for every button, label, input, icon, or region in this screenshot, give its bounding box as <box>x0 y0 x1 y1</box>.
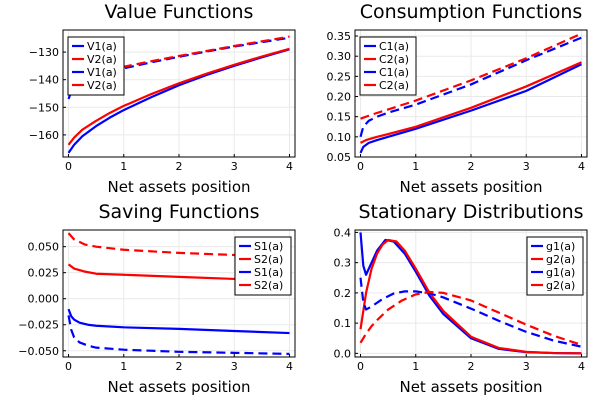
panel-title: Stationary Distributions <box>358 201 583 223</box>
y-tick-label: 0.25 <box>327 70 352 83</box>
y-tick-label: −0.025 <box>18 319 59 332</box>
legend-entry-label: C1(a) <box>379 40 409 53</box>
series-line-v2a <box>67 47 290 146</box>
y-tick-label: 0.2 <box>334 287 352 300</box>
y-tick-label: −160 <box>29 129 59 142</box>
y-tick-label: −0.050 <box>18 345 59 358</box>
y-tick-label: −140 <box>29 74 59 87</box>
x-tick-label: 1 <box>120 360 127 373</box>
series-line-s2a-dashed <box>67 232 290 258</box>
legend-entry-label: g2(a) <box>546 279 575 292</box>
x-tick-label: 3 <box>231 160 238 173</box>
y-tick-label: 0.05 <box>327 151 352 164</box>
legend-entry-label: g1(a) <box>546 266 575 279</box>
legend-entry-label: V1(a) <box>87 40 117 53</box>
panel-stationary-distributions: Stationary Distributions Net assets posi… <box>334 201 588 396</box>
x-axis-label: Net assets position <box>399 178 542 196</box>
x-tick-label: 2 <box>176 360 183 373</box>
y-tick-label: 0.15 <box>327 111 352 124</box>
legend: S1(a)S2(a)S1(a)S2(a) <box>234 236 292 296</box>
series-line-s1a-dashed <box>67 315 290 355</box>
series-line-g2a <box>359 238 582 355</box>
y-tick-label: −130 <box>29 46 59 59</box>
x-tick-label: 1 <box>412 360 419 373</box>
y-tick-label: 0.4 <box>334 226 352 239</box>
x-tick-label: 3 <box>523 360 530 373</box>
legend-entry-label: V2(a) <box>87 79 117 92</box>
legend-entry-label: C1(a) <box>379 66 409 79</box>
x-tick-label: 3 <box>231 360 238 373</box>
x-tick-label: 4 <box>286 360 293 373</box>
y-tick-label: 0.30 <box>327 50 352 63</box>
x-tick-label: 4 <box>286 160 293 173</box>
series-line-s2a <box>67 263 290 283</box>
legend-entry-label: V1(a) <box>87 66 117 79</box>
y-tick-label: 0.1 <box>334 317 352 330</box>
series-line-c2a <box>360 61 582 144</box>
y-tick-label: 0.050 <box>28 241 60 254</box>
y-tick-label: −150 <box>29 101 59 114</box>
x-tick-label: 0 <box>65 160 72 173</box>
legend: V1(a)V2(a)V1(a)V2(a) <box>67 36 125 96</box>
y-tick-label: 0.025 <box>28 267 60 280</box>
panel-consumption-functions: Consumption Functions Net assets positio… <box>327 1 588 196</box>
legend: C1(a)C2(a)C1(a)C2(a) <box>359 36 417 96</box>
panel-title: Consumption Functions <box>360 1 583 23</box>
y-tick-label: 0.20 <box>327 91 352 104</box>
legend-entry-label: S1(a) <box>254 266 283 279</box>
series-line-c2a-dashed <box>360 32 582 120</box>
x-tick-label: 4 <box>578 360 585 373</box>
x-tick-label: 2 <box>468 160 475 173</box>
legend-entry-label: g1(a) <box>546 240 575 253</box>
legend-entry-label: V2(a) <box>87 53 117 66</box>
y-tick-label: 0.35 <box>327 30 352 43</box>
legend-entry-label: C2(a) <box>379 79 409 92</box>
y-tick-label: 0.10 <box>327 131 352 144</box>
x-tick-label: 2 <box>176 160 183 173</box>
y-tick-label: 0.0 <box>334 347 352 360</box>
panel-title: Value Functions <box>105 1 254 23</box>
panel-saving-functions: Saving Functions Net assets position 0 1 2… <box>18 201 296 396</box>
legend: g1(a)g2(a)g1(a)g2(a) <box>526 236 584 296</box>
x-tick-label: 0 <box>65 360 72 373</box>
y-tick-label: 0.000 <box>28 293 60 306</box>
x-tick-label: 4 <box>578 160 585 173</box>
series-line-g1a-dashed <box>359 277 582 348</box>
x-tick-label: 0 <box>357 160 364 173</box>
legend-entry-label: g2(a) <box>546 253 575 266</box>
x-axis-label: Net assets position <box>107 378 250 396</box>
legend-entry-label: S2(a) <box>254 279 283 292</box>
x-tick-label: 2 <box>468 360 475 373</box>
panel-title: Saving Functions <box>98 201 259 223</box>
x-axis-label: Net assets position <box>399 378 542 396</box>
y-tick-label: 0.3 <box>334 257 352 270</box>
legend-entry-label: S2(a) <box>254 253 283 266</box>
x-tick-label: 0 <box>357 360 364 373</box>
x-tick-label: 1 <box>412 160 419 173</box>
series-line-s1a <box>67 308 290 335</box>
legend-entry-label: S1(a) <box>254 240 283 253</box>
x-tick-label: 3 <box>523 160 530 173</box>
legend-entry-label: C2(a) <box>379 53 409 66</box>
x-tick-label: 1 <box>120 160 127 173</box>
panel-value-functions: Value Functions Net assets position 0 1 2 3… <box>29 1 296 196</box>
series-line-c1a <box>359 63 582 154</box>
series-line-g2a-dashed <box>359 290 582 346</box>
x-axis-label: Net assets position <box>107 178 250 196</box>
